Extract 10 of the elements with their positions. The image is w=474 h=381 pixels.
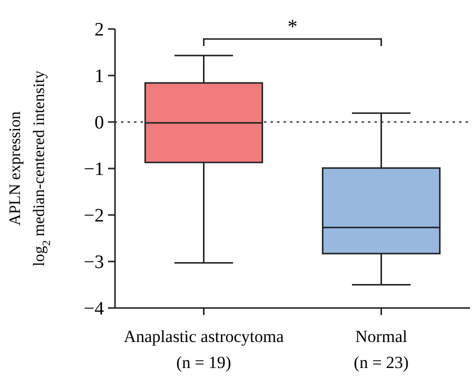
y-tick-label: −3 <box>84 252 104 274</box>
x-tick-label: Anaplastic astrocytoma (n = 19) <box>124 327 284 372</box>
x-tick-label: Normal (n = 23) <box>354 327 409 372</box>
annotation: * <box>288 16 298 38</box>
y-tick-label: 2 <box>94 20 104 41</box>
y-tick-label: −2 <box>84 206 104 227</box>
y-tick-label: 0 <box>94 112 104 134</box>
y-tick-label: −1 <box>84 159 104 180</box>
y-tick-label: 1 <box>94 66 104 88</box>
y-tick-label: −4 <box>84 298 104 320</box>
